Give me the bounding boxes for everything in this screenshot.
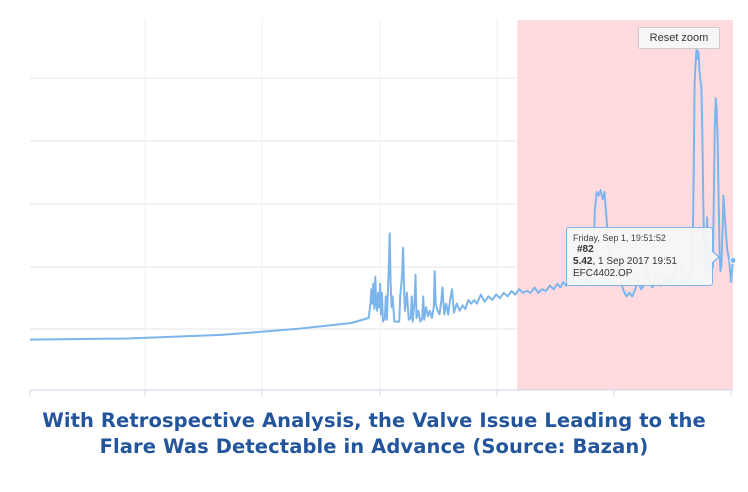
tooltip-value: 5.42 bbox=[573, 256, 593, 267]
hovered-data-point[interactable] bbox=[729, 256, 737, 264]
tooltip-value-row: 5.42, 1 Sep 2017 19:51 bbox=[573, 256, 706, 268]
highlight-band bbox=[517, 20, 733, 390]
tooltip-arrow-fill bbox=[711, 251, 718, 263]
reset-zoom-button[interactable]: Reset zoom bbox=[638, 27, 720, 49]
caption-line-2: Flare Was Detectable in Advance (Source:… bbox=[99, 435, 649, 458]
data-tooltip: Friday, Sep 1, 19:51:52 #82 5.42, 1 Sep … bbox=[566, 227, 720, 286]
tooltip-series-name: EFC4402.OP bbox=[573, 268, 633, 279]
tooltip-point-id: #82 bbox=[577, 244, 594, 255]
series-line-efc4402[interactable] bbox=[29, 47, 734, 341]
line-chart bbox=[29, 20, 737, 396]
figure-caption: With Retrospective Analysis, the Valve I… bbox=[0, 408, 748, 460]
x-axis-ticks bbox=[29, 390, 732, 396]
tooltip-date: Friday, Sep 1, 19:51:52 bbox=[573, 233, 666, 243]
tooltip-value-time: , 1 Sep 2017 19:51 bbox=[592, 256, 677, 267]
caption-line-1: With Retrospective Analysis, the Valve I… bbox=[42, 409, 706, 432]
